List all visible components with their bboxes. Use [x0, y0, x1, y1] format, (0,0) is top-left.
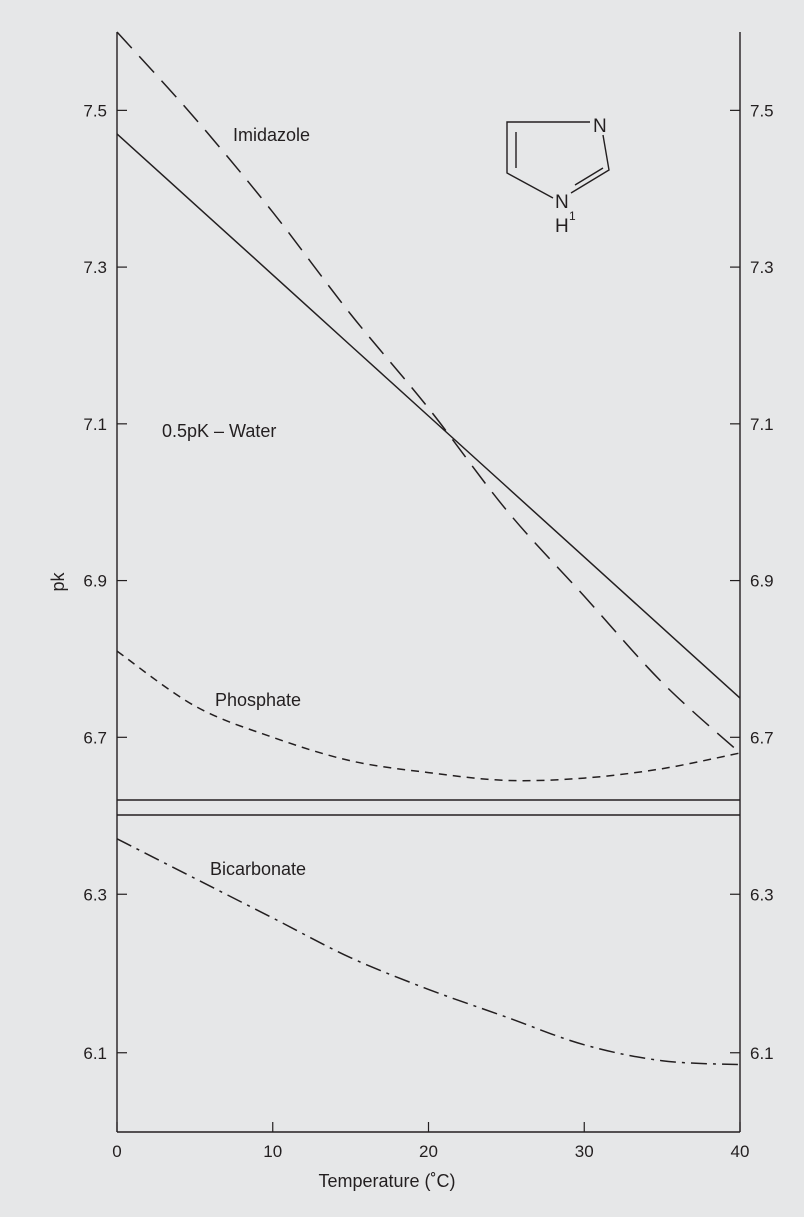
atom-h: H	[555, 216, 569, 237]
x-tick-label: 20	[419, 1142, 438, 1161]
y-tick-label-left: 7.3	[83, 258, 107, 277]
chart-ticks: 0 10 20 30 40 7.5 7.5 7.3 7.3 7.1 7.1 6.9 6.9 6.7 6.7 6…	[83, 101, 773, 1161]
water-label: 0.5pK – Water	[162, 421, 276, 441]
y-tick-label-right: 6.7	[750, 728, 774, 747]
x-tick-label: 10	[263, 1142, 282, 1161]
series-line-0-5pk-water	[116, 133, 741, 699]
y-tick-label-right: 6.3	[750, 885, 774, 904]
bicarbonate-label: Bicarbonate	[210, 859, 306, 879]
imidazole-double-bonds	[515, 132, 604, 186]
chart-axes	[116, 32, 741, 1133]
x-tick-label: 40	[731, 1142, 750, 1161]
y-tick-label-left: 7.5	[83, 101, 107, 120]
x-axis-title: Temperature (˚C)	[318, 1171, 455, 1191]
atom-n-top: N	[593, 116, 607, 137]
y-axis-title: pk	[48, 571, 68, 591]
series-line-imidazole	[116, 31, 741, 754]
y-tick-label-right: 7.1	[750, 415, 774, 434]
y-tick-label-left: 6.9	[83, 572, 107, 591]
atom-h-superscript: 1	[569, 209, 576, 223]
x-tick-label: 30	[575, 1142, 594, 1161]
x-tick-label: 0	[112, 1142, 121, 1161]
y-tick-label-right: 6.1	[750, 1044, 774, 1063]
y-tick-label-left: 6.3	[83, 885, 107, 904]
atom-n-bottom: N	[555, 192, 569, 213]
imidazole-ring-bonds	[506, 121, 610, 199]
imidazole-label: Imidazole	[233, 125, 310, 145]
series-line-bicarbonate	[116, 838, 741, 1066]
y-tick-label-right: 7.3	[750, 258, 774, 277]
phosphate-label: Phosphate	[215, 690, 301, 710]
series-layer	[116, 31, 741, 1066]
y-tick-label-right: 6.9	[750, 572, 774, 591]
y-tick-label-left: 6.7	[83, 728, 107, 747]
y-tick-label-right: 7.5	[750, 101, 774, 120]
y-tick-label-left: 6.1	[83, 1044, 107, 1063]
imidazole-structure: N N H 1	[506, 116, 610, 237]
series-line-phosphate	[116, 650, 741, 782]
y-tick-label-left: 7.1	[83, 415, 107, 434]
